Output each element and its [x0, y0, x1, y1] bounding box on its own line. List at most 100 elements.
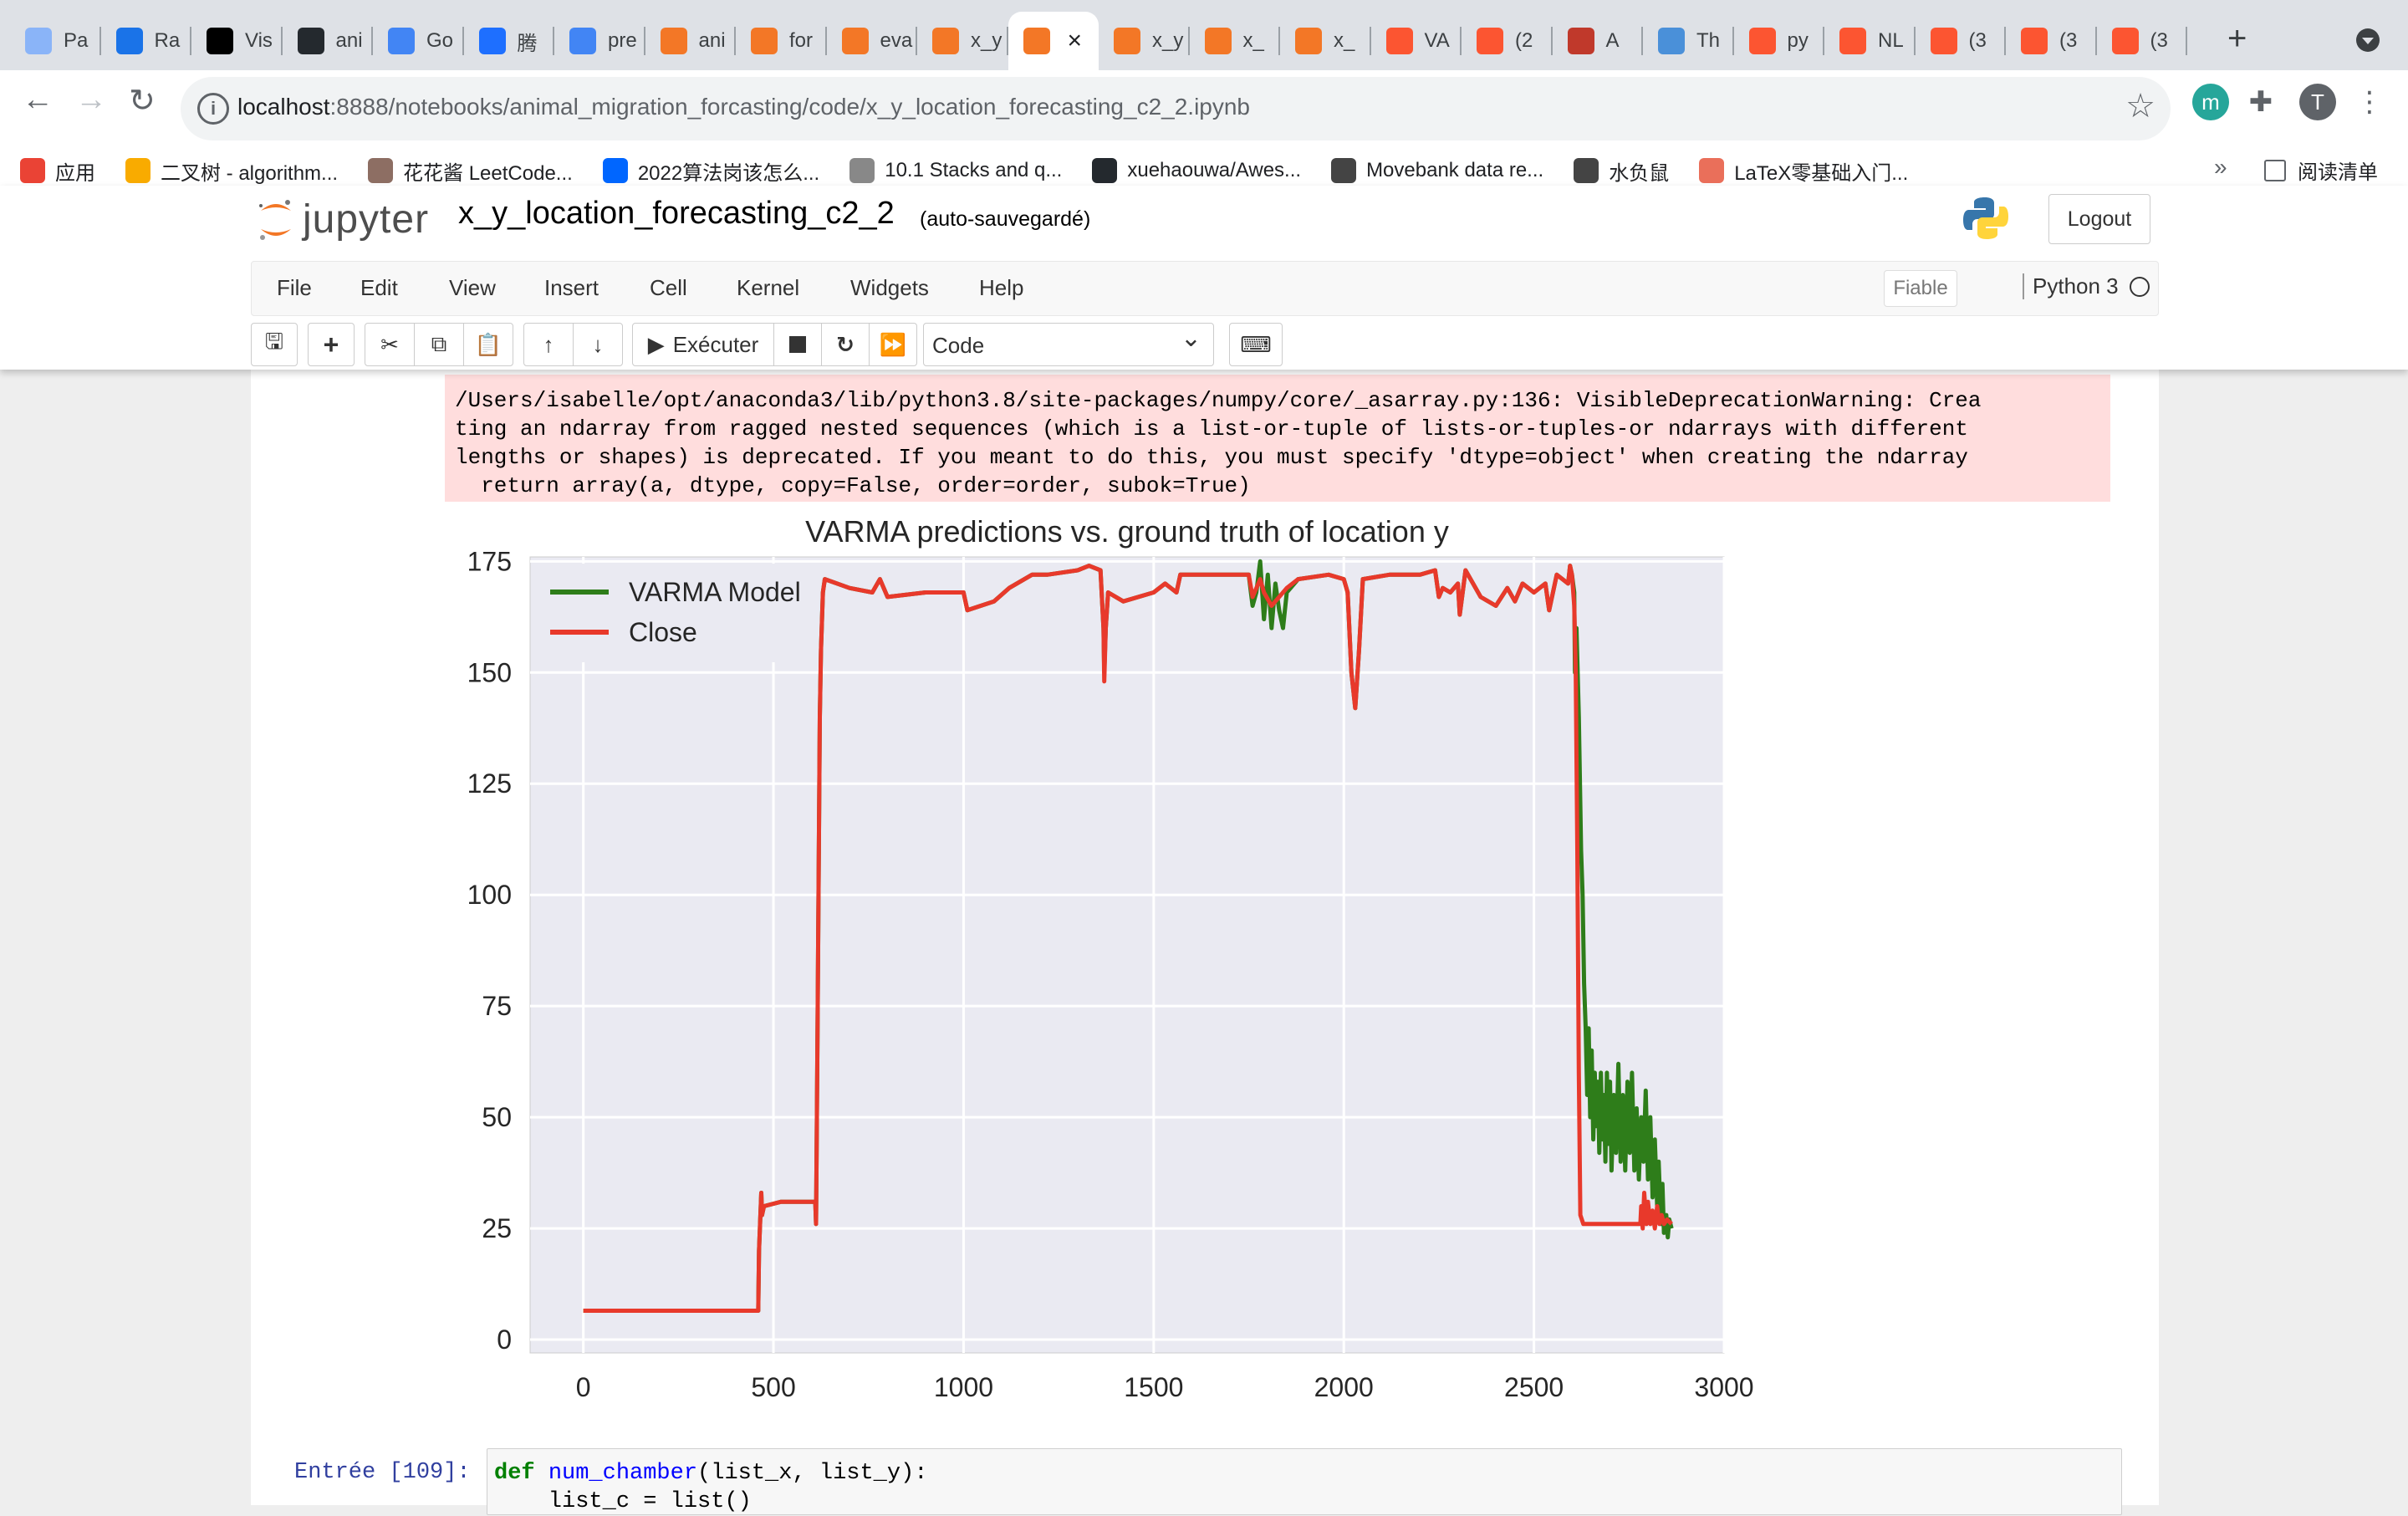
- browser-tab[interactable]: ani: [645, 12, 736, 70]
- bookmark-item[interactable]: 2022算法岗该怎么...: [602, 156, 820, 186]
- google-translate-icon: [388, 28, 415, 54]
- bookmark-label: 水负鼠: [1609, 161, 1670, 185]
- menu-edit[interactable]: Edit: [360, 275, 398, 300]
- browser-tab[interactable]: eva: [827, 12, 917, 70]
- paste-button[interactable]: 📋: [463, 323, 513, 366]
- code-function-name: num_chamber: [548, 1461, 698, 1486]
- browser-tab[interactable]: Pa: [10, 12, 101, 70]
- kernel-name[interactable]: Python 3: [2023, 273, 2119, 299]
- jupyter-header: jupyter x_y_location_forecasting_c2_2 (a…: [0, 186, 2408, 370]
- browser-tab[interactable]: (3: [1916, 12, 2006, 70]
- restart-button[interactable]: ↻: [821, 323, 870, 366]
- trusted-badge[interactable]: Fiable: [1884, 270, 1957, 307]
- command-palette-button[interactable]: ⌨: [1229, 323, 1283, 366]
- browser-tab[interactable]: (3: [2006, 12, 2097, 70]
- github-icon: [297, 28, 324, 54]
- browser-tab[interactable]: Go: [373, 12, 464, 70]
- menu-kernel[interactable]: Kernel: [737, 275, 800, 300]
- tab-title: ani: [698, 29, 726, 52]
- browser-tab[interactable]: 腾: [464, 12, 554, 70]
- x-tick-label: 2000: [1314, 1372, 1374, 1402]
- bookmark-star-icon[interactable]: ☆: [2125, 88, 2155, 125]
- menu-file[interactable]: File: [277, 275, 312, 300]
- tab-title: (3: [2059, 29, 2078, 52]
- browser-menu-icon[interactable]: ⋮: [2355, 86, 2384, 118]
- browser-tab[interactable]: x_: [1190, 12, 1280, 70]
- jupyter-logo[interactable]: jupyter: [256, 196, 429, 242]
- menu-view[interactable]: View: [449, 275, 496, 300]
- avatar-icon: [368, 158, 394, 183]
- close-tab-icon[interactable]: ×: [1067, 27, 1082, 54]
- save-button[interactable]: 🖫: [251, 323, 298, 366]
- site-info-icon[interactable]: i: [197, 93, 229, 125]
- browser-tab[interactable]: (3: [2097, 12, 2187, 70]
- run-button[interactable]: ▶ Exécuter: [632, 323, 774, 366]
- bookmark-label: 10.1 Stacks and q...: [885, 159, 1063, 181]
- extension-m-icon[interactable]: m: [2192, 84, 2229, 120]
- browser-tab[interactable]: ×: [1008, 12, 1099, 70]
- insert-cell-button[interactable]: +: [308, 323, 355, 366]
- forward-button[interactable]: →: [75, 82, 107, 117]
- tab-title: Th: [1696, 29, 1721, 52]
- fast-forward-icon: ⏩: [879, 331, 907, 357]
- reload-button[interactable]: ↻: [129, 84, 156, 119]
- tab-title: x_: [1334, 29, 1355, 52]
- reading-list-button[interactable]: 阅读清单: [2264, 156, 2378, 185]
- move-down-button[interactable]: ↓: [573, 323, 623, 366]
- browser-tab[interactable]: pre: [554, 12, 645, 70]
- tab-separator: [1732, 27, 1734, 55]
- bookmark-item[interactable]: 二叉树 - algorithm...: [125, 156, 338, 186]
- bookmark-item[interactable]: 水负鼠: [1574, 156, 1669, 186]
- bookmarks-overflow-button[interactable]: »: [2214, 154, 2227, 180]
- code-cell-editor[interactable]: def num_chamber(list_x, list_y): list_c …: [487, 1448, 2122, 1515]
- menu-help[interactable]: Help: [979, 275, 1024, 300]
- browser-tab[interactable]: for: [736, 12, 827, 70]
- tab-title: py: [1787, 29, 1809, 52]
- chart-title: VARMA predictions vs. ground truth of lo…: [805, 514, 1449, 549]
- tab-search-icon[interactable]: [2356, 28, 2380, 52]
- varma-line-chart: 0 500 1000 1500 2000 2500 3000 0 25 50 75 100 125 150…: [467, 514, 1754, 1402]
- browser-tab[interactable]: NL: [1824, 12, 1916, 70]
- browser-tab[interactable]: x_: [1280, 12, 1371, 70]
- bookmark-item[interactable]: 花花酱 LeetCode...: [368, 156, 573, 186]
- bookmark-item[interactable]: xuehaouwa/Awes...: [1092, 158, 1301, 183]
- csdn-icon: [1839, 28, 1866, 54]
- back-button[interactable]: ←: [22, 82, 54, 117]
- browser-tab[interactable]: (2: [1462, 12, 1553, 70]
- menu-insert[interactable]: Insert: [544, 275, 599, 300]
- address-bar[interactable]: i localhost:8888/notebooks/animal_migrat…: [181, 77, 2171, 140]
- browser-tab[interactable]: A: [1553, 12, 1643, 70]
- x-tick-label: 2500: [1504, 1372, 1564, 1402]
- browser-tab[interactable]: py: [1734, 12, 1824, 70]
- browser-tab[interactable]: x_y: [917, 12, 1008, 70]
- menu-widgets[interactable]: Widgets: [850, 275, 929, 300]
- browser-tab[interactable]: x_y: [1099, 12, 1190, 70]
- notebook-name[interactable]: x_y_location_forecasting_c2_2: [458, 196, 895, 231]
- restart-run-all-button[interactable]: ⏩: [869, 323, 917, 366]
- cut-button[interactable]: ✂: [365, 323, 415, 366]
- new-tab-button[interactable]: +: [2227, 20, 2247, 57]
- browser-tab[interactable]: Th: [1643, 12, 1734, 70]
- browser-tab[interactable]: ani: [283, 12, 373, 70]
- tab-separator: [2186, 27, 2187, 55]
- copy-button[interactable]: ⧉: [414, 323, 464, 366]
- bookmark-item[interactable]: Movebank data re...: [1331, 158, 1543, 183]
- bookmark-item[interactable]: LaTeX零基础入门...: [1699, 156, 1908, 186]
- interrupt-button[interactable]: [773, 323, 822, 366]
- cell-type-select[interactable]: Code: [923, 317, 1214, 366]
- x-tick-label: 1000: [934, 1372, 993, 1402]
- profile-avatar[interactable]: T: [2299, 84, 2336, 120]
- bookmark-label: 2022算法岗该怎么...: [637, 161, 820, 185]
- menu-cell[interactable]: Cell: [650, 275, 687, 300]
- tab-separator: [734, 27, 736, 55]
- browser-tab[interactable]: Vis: [191, 12, 283, 70]
- bookmark-item[interactable]: 10.1 Stacks and q...: [849, 158, 1062, 183]
- move-up-button[interactable]: ↑: [523, 323, 574, 366]
- bookmark-item[interactable]: 应用: [20, 156, 95, 186]
- scissors-icon: ✂: [380, 331, 399, 357]
- browser-tab[interactable]: Ra: [101, 12, 191, 70]
- browser-tab[interactable]: VA: [1371, 12, 1462, 70]
- bookmark-label: 应用: [55, 161, 95, 185]
- logout-button[interactable]: Logout: [2048, 194, 2150, 244]
- extensions-puzzle-icon[interactable]: ✚: [2248, 86, 2273, 118]
